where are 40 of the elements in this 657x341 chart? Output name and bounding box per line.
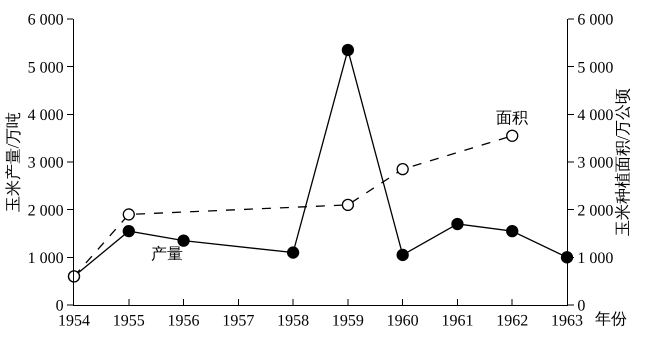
y2-tick-label: 5 000 — [577, 59, 614, 76]
series-label: 产量 — [151, 245, 183, 263]
y2-tick-label: 0 — [577, 298, 586, 315]
y-tick-label: 2 000 — [28, 202, 64, 220]
x-tick-label: 1963 — [551, 312, 583, 330]
y2-tick-label: 6 000 — [577, 12, 614, 29]
x-axis-title: 年份 — [595, 311, 627, 328]
point — [286, 246, 300, 259]
y2-tick-label: 3 000 — [577, 154, 614, 172]
y2-tick-label: 1 000 — [577, 250, 614, 267]
x-tick-label: 1961 — [441, 312, 474, 330]
point — [506, 130, 518, 142]
x-tick-label: 1956 — [168, 312, 200, 330]
point — [396, 163, 409, 176]
point — [342, 44, 354, 56]
point — [122, 224, 135, 238]
point — [177, 234, 190, 247]
x-tick-label: 1959 — [332, 312, 364, 330]
y-axis-title: 玉米产量/万吨 — [4, 112, 23, 212]
y-tick-label: 5 000 — [28, 59, 64, 76]
point — [506, 224, 518, 238]
y-tick-label: 1 000 — [28, 250, 64, 267]
point — [122, 208, 135, 221]
y2-tick-label: 2 000 — [577, 202, 614, 220]
x-tick-label: 1957 — [222, 312, 254, 330]
y-tick-label: 3 000 — [28, 154, 64, 172]
point — [342, 198, 354, 212]
point — [451, 218, 464, 230]
x-tick-label: 1958 — [277, 312, 310, 330]
y2-tick-label: 4 000 — [577, 106, 614, 124]
x-tick-label: 1962 — [496, 312, 528, 330]
y-tick-label: 4 000 — [28, 106, 64, 124]
x-tick-label: 1960 — [386, 312, 419, 330]
point — [396, 248, 409, 262]
y-tick-label: 0 — [56, 298, 64, 315]
y-tick-label: 6 000 — [28, 12, 64, 29]
y2-axis-title: 玉米种植面积/万公顷 — [614, 88, 632, 236]
x-tick-label: 1955 — [112, 312, 145, 330]
series-label: 面积 — [496, 110, 528, 127]
x-tick-label: 1954 — [58, 312, 90, 330]
